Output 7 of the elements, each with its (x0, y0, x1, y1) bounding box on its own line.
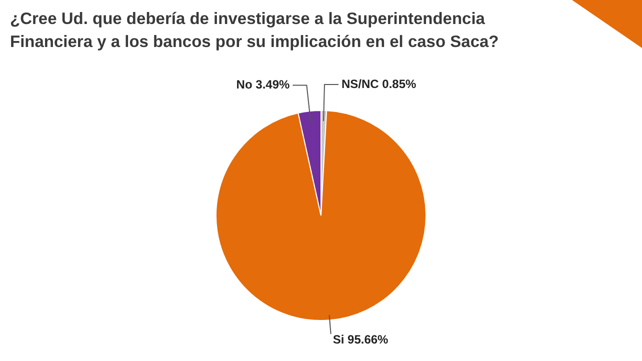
data-label: 95.66% (348, 332, 389, 346)
data-label: 0.85% (382, 76, 417, 91)
chart-title: ¿Cree Ud. que debería de investigarse a la Superintendencia Financiera y a los bancos por su implicación en el caso Saca? (10, 9, 500, 53)
slice-label: NS/NC (342, 76, 380, 91)
slice-label: No (236, 78, 252, 92)
data-label: 3.49% (256, 78, 290, 92)
slice-label: Si (332, 332, 344, 346)
